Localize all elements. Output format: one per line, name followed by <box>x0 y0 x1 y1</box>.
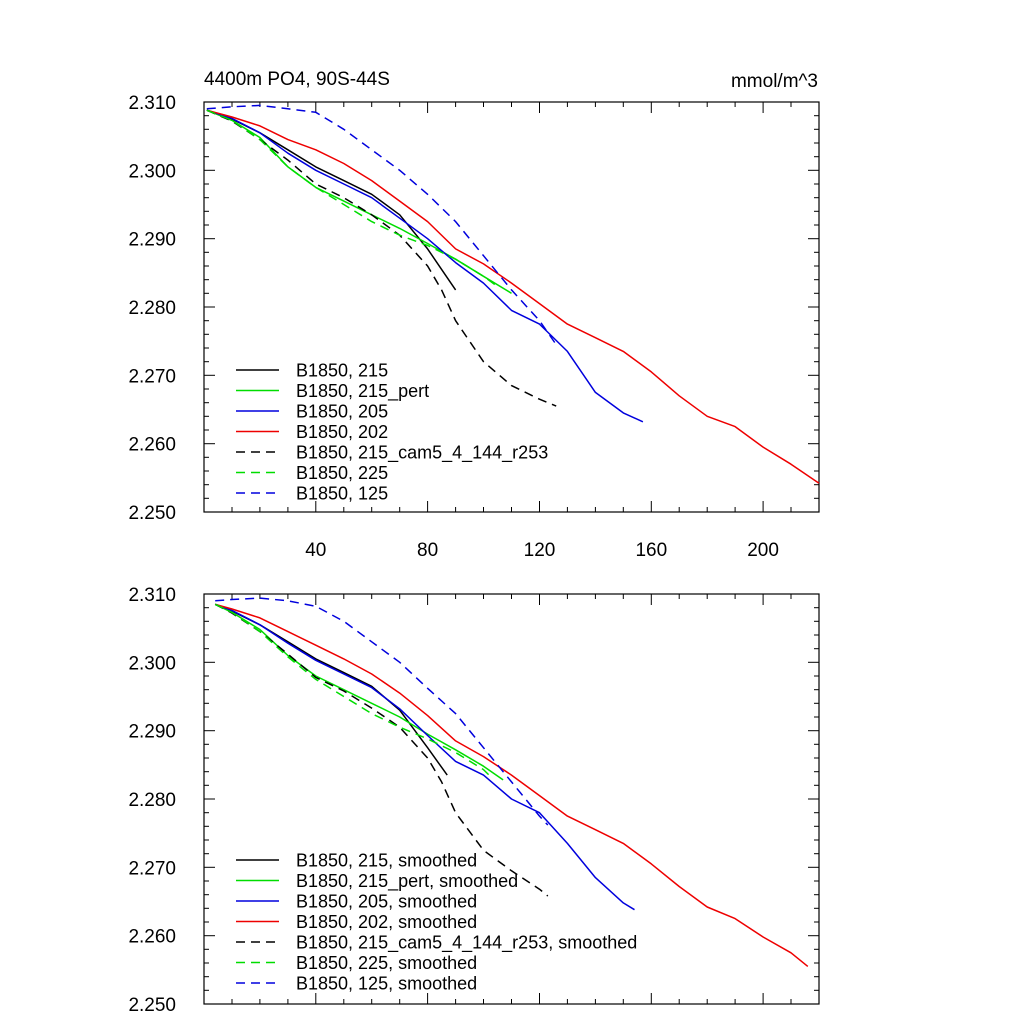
legend-label: B1850, 215 <box>296 361 388 381</box>
legend-label: B1850, 225, smoothed <box>296 953 477 973</box>
legend-label: B1850, 215_cam5_4_144_r253 <box>296 443 548 464</box>
x-tick-label: 200 <box>747 540 779 561</box>
series-line-5 <box>206 109 498 288</box>
y-tick-label: 2.290 <box>128 722 176 743</box>
series-line-1 <box>206 109 512 294</box>
y-tick-label: 2.300 <box>128 653 176 674</box>
chart-title: 4400m PO4, 90S-44S <box>204 69 390 90</box>
series-line-6 <box>206 104 557 346</box>
y-tick-label: 2.290 <box>128 230 176 251</box>
legend-label: B1850, 215_pert, smoothed <box>296 871 518 892</box>
legend-label: B1850, 225 <box>296 463 388 483</box>
y-tick-label: 2.250 <box>128 503 176 524</box>
y-tick-label: 2.270 <box>128 366 176 387</box>
x-tick-label: 40 <box>305 540 326 561</box>
y-tick-label: 2.260 <box>128 435 176 456</box>
legend-label: B1850, 125, smoothed <box>296 974 477 994</box>
units-label: mmol/m^3 <box>731 71 818 92</box>
y-tick-label: 2.300 <box>128 161 176 182</box>
y-tick-label: 2.260 <box>128 927 176 948</box>
series-line-2 <box>214 603 635 911</box>
series-line-0 <box>214 603 448 776</box>
legend-label: B1850, 202 <box>296 422 388 442</box>
y-tick-label: 2.280 <box>128 790 176 811</box>
series-line-5 <box>214 603 490 776</box>
bottom-panel: 2.250 2.260 2.270 2.280 2.290 2.300 2.310 B1850… <box>128 585 820 1016</box>
legend-label: B1850, 202, smoothed <box>296 912 477 932</box>
legend-label: B1850, 215_pert <box>296 381 429 402</box>
y-tick-label: 2.310 <box>128 93 176 114</box>
legend-label: B1850, 215_cam5_4_144_r253, smoothed <box>296 933 637 954</box>
legend-label: B1850, 205 <box>296 402 388 422</box>
y-tick-label: 2.270 <box>128 858 176 879</box>
top-panel: 40 80 120 160 200 2.250 2.260 2.270 2.280 2.290 2.… <box>128 93 820 561</box>
y-tick-label: 2.280 <box>128 298 176 319</box>
y-tick-label: 2.310 <box>128 585 176 606</box>
x-tick-label: 120 <box>524 540 556 561</box>
legend-label: B1850, 205, smoothed <box>296 892 477 912</box>
legend-label: B1850, 125 <box>296 484 388 504</box>
x-tick-label: 160 <box>635 540 667 561</box>
series-line-0 <box>206 109 457 291</box>
series-line-2 <box>206 109 644 423</box>
legend-label: B1850, 215, smoothed <box>296 851 477 871</box>
series-line-6 <box>215 597 549 826</box>
y-tick-label: 2.250 <box>128 995 176 1016</box>
series-line-3 <box>206 109 820 484</box>
x-tick-label: 80 <box>417 540 438 561</box>
series-line-3 <box>214 603 809 967</box>
series-line-1 <box>214 603 504 781</box>
